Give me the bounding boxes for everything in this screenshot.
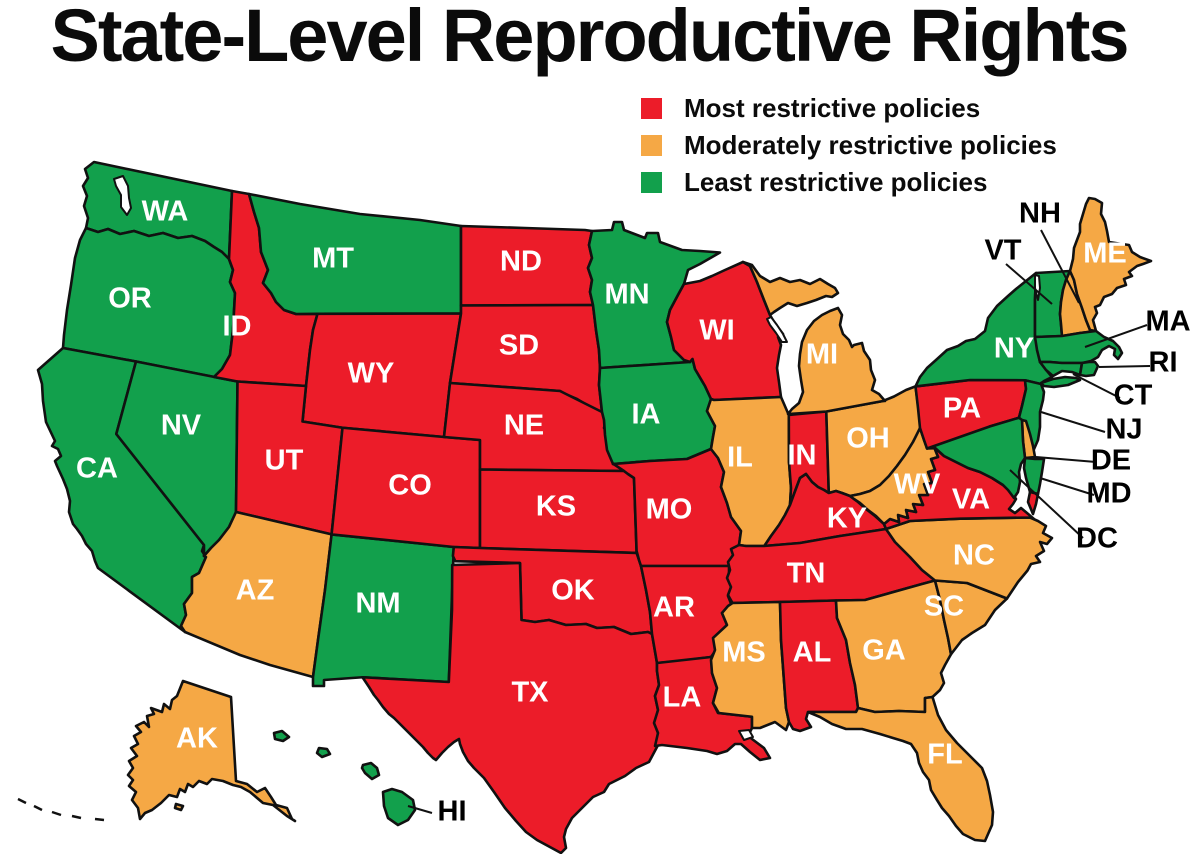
svg-text:MD: MD: [1086, 478, 1131, 510]
svg-text:FL: FL: [927, 739, 962, 771]
svg-text:IA: IA: [632, 399, 661, 431]
svg-text:WI: WI: [699, 315, 734, 347]
svg-text:DC: DC: [1076, 523, 1118, 555]
svg-text:TN: TN: [787, 558, 826, 590]
svg-text:SD: SD: [499, 330, 539, 362]
svg-text:CA: CA: [76, 453, 118, 485]
svg-text:AR: AR: [653, 592, 695, 624]
svg-text:NM: NM: [355, 588, 400, 620]
svg-text:SC: SC: [924, 591, 964, 623]
svg-text:AL: AL: [793, 637, 832, 669]
svg-text:DE: DE: [1091, 445, 1131, 477]
svg-text:WV: WV: [894, 469, 941, 501]
svg-text:MN: MN: [604, 279, 649, 311]
svg-text:NH: NH: [1019, 198, 1061, 230]
svg-text:NJ: NJ: [1105, 414, 1142, 446]
svg-text:ME: ME: [1083, 238, 1127, 270]
svg-text:ID: ID: [223, 311, 252, 343]
svg-text:WY: WY: [348, 358, 395, 390]
svg-text:HI: HI: [438, 796, 467, 828]
svg-text:ND: ND: [500, 246, 542, 278]
svg-text:RI: RI: [1149, 347, 1178, 379]
svg-text:PA: PA: [943, 393, 981, 425]
svg-text:AZ: AZ: [236, 575, 275, 607]
svg-text:MI: MI: [806, 339, 838, 371]
svg-text:VT: VT: [984, 235, 1021, 267]
svg-text:CO: CO: [388, 470, 432, 502]
svg-text:KS: KS: [536, 491, 576, 523]
svg-text:GA: GA: [862, 635, 906, 667]
svg-text:MS: MS: [722, 637, 766, 669]
svg-text:OH: OH: [846, 423, 890, 455]
svg-text:UT: UT: [265, 445, 304, 477]
svg-text:MO: MO: [646, 494, 693, 526]
svg-text:MT: MT: [312, 243, 354, 275]
svg-text:VA: VA: [952, 484, 990, 516]
svg-text:LA: LA: [663, 682, 702, 714]
svg-text:NE: NE: [504, 410, 544, 442]
svg-text:NY: NY: [994, 333, 1034, 365]
svg-text:IN: IN: [788, 440, 817, 472]
svg-text:OK: OK: [551, 575, 595, 607]
svg-text:AK: AK: [176, 723, 218, 755]
svg-text:CT: CT: [1114, 380, 1153, 412]
svg-text:OR: OR: [108, 283, 152, 315]
svg-text:NV: NV: [161, 410, 202, 442]
svg-text:MA: MA: [1145, 306, 1190, 338]
svg-text:WA: WA: [142, 196, 189, 228]
svg-text:KY: KY: [827, 503, 867, 535]
svg-text:TX: TX: [511, 677, 549, 709]
svg-text:IL: IL: [727, 442, 753, 474]
svg-text:NC: NC: [953, 540, 995, 572]
